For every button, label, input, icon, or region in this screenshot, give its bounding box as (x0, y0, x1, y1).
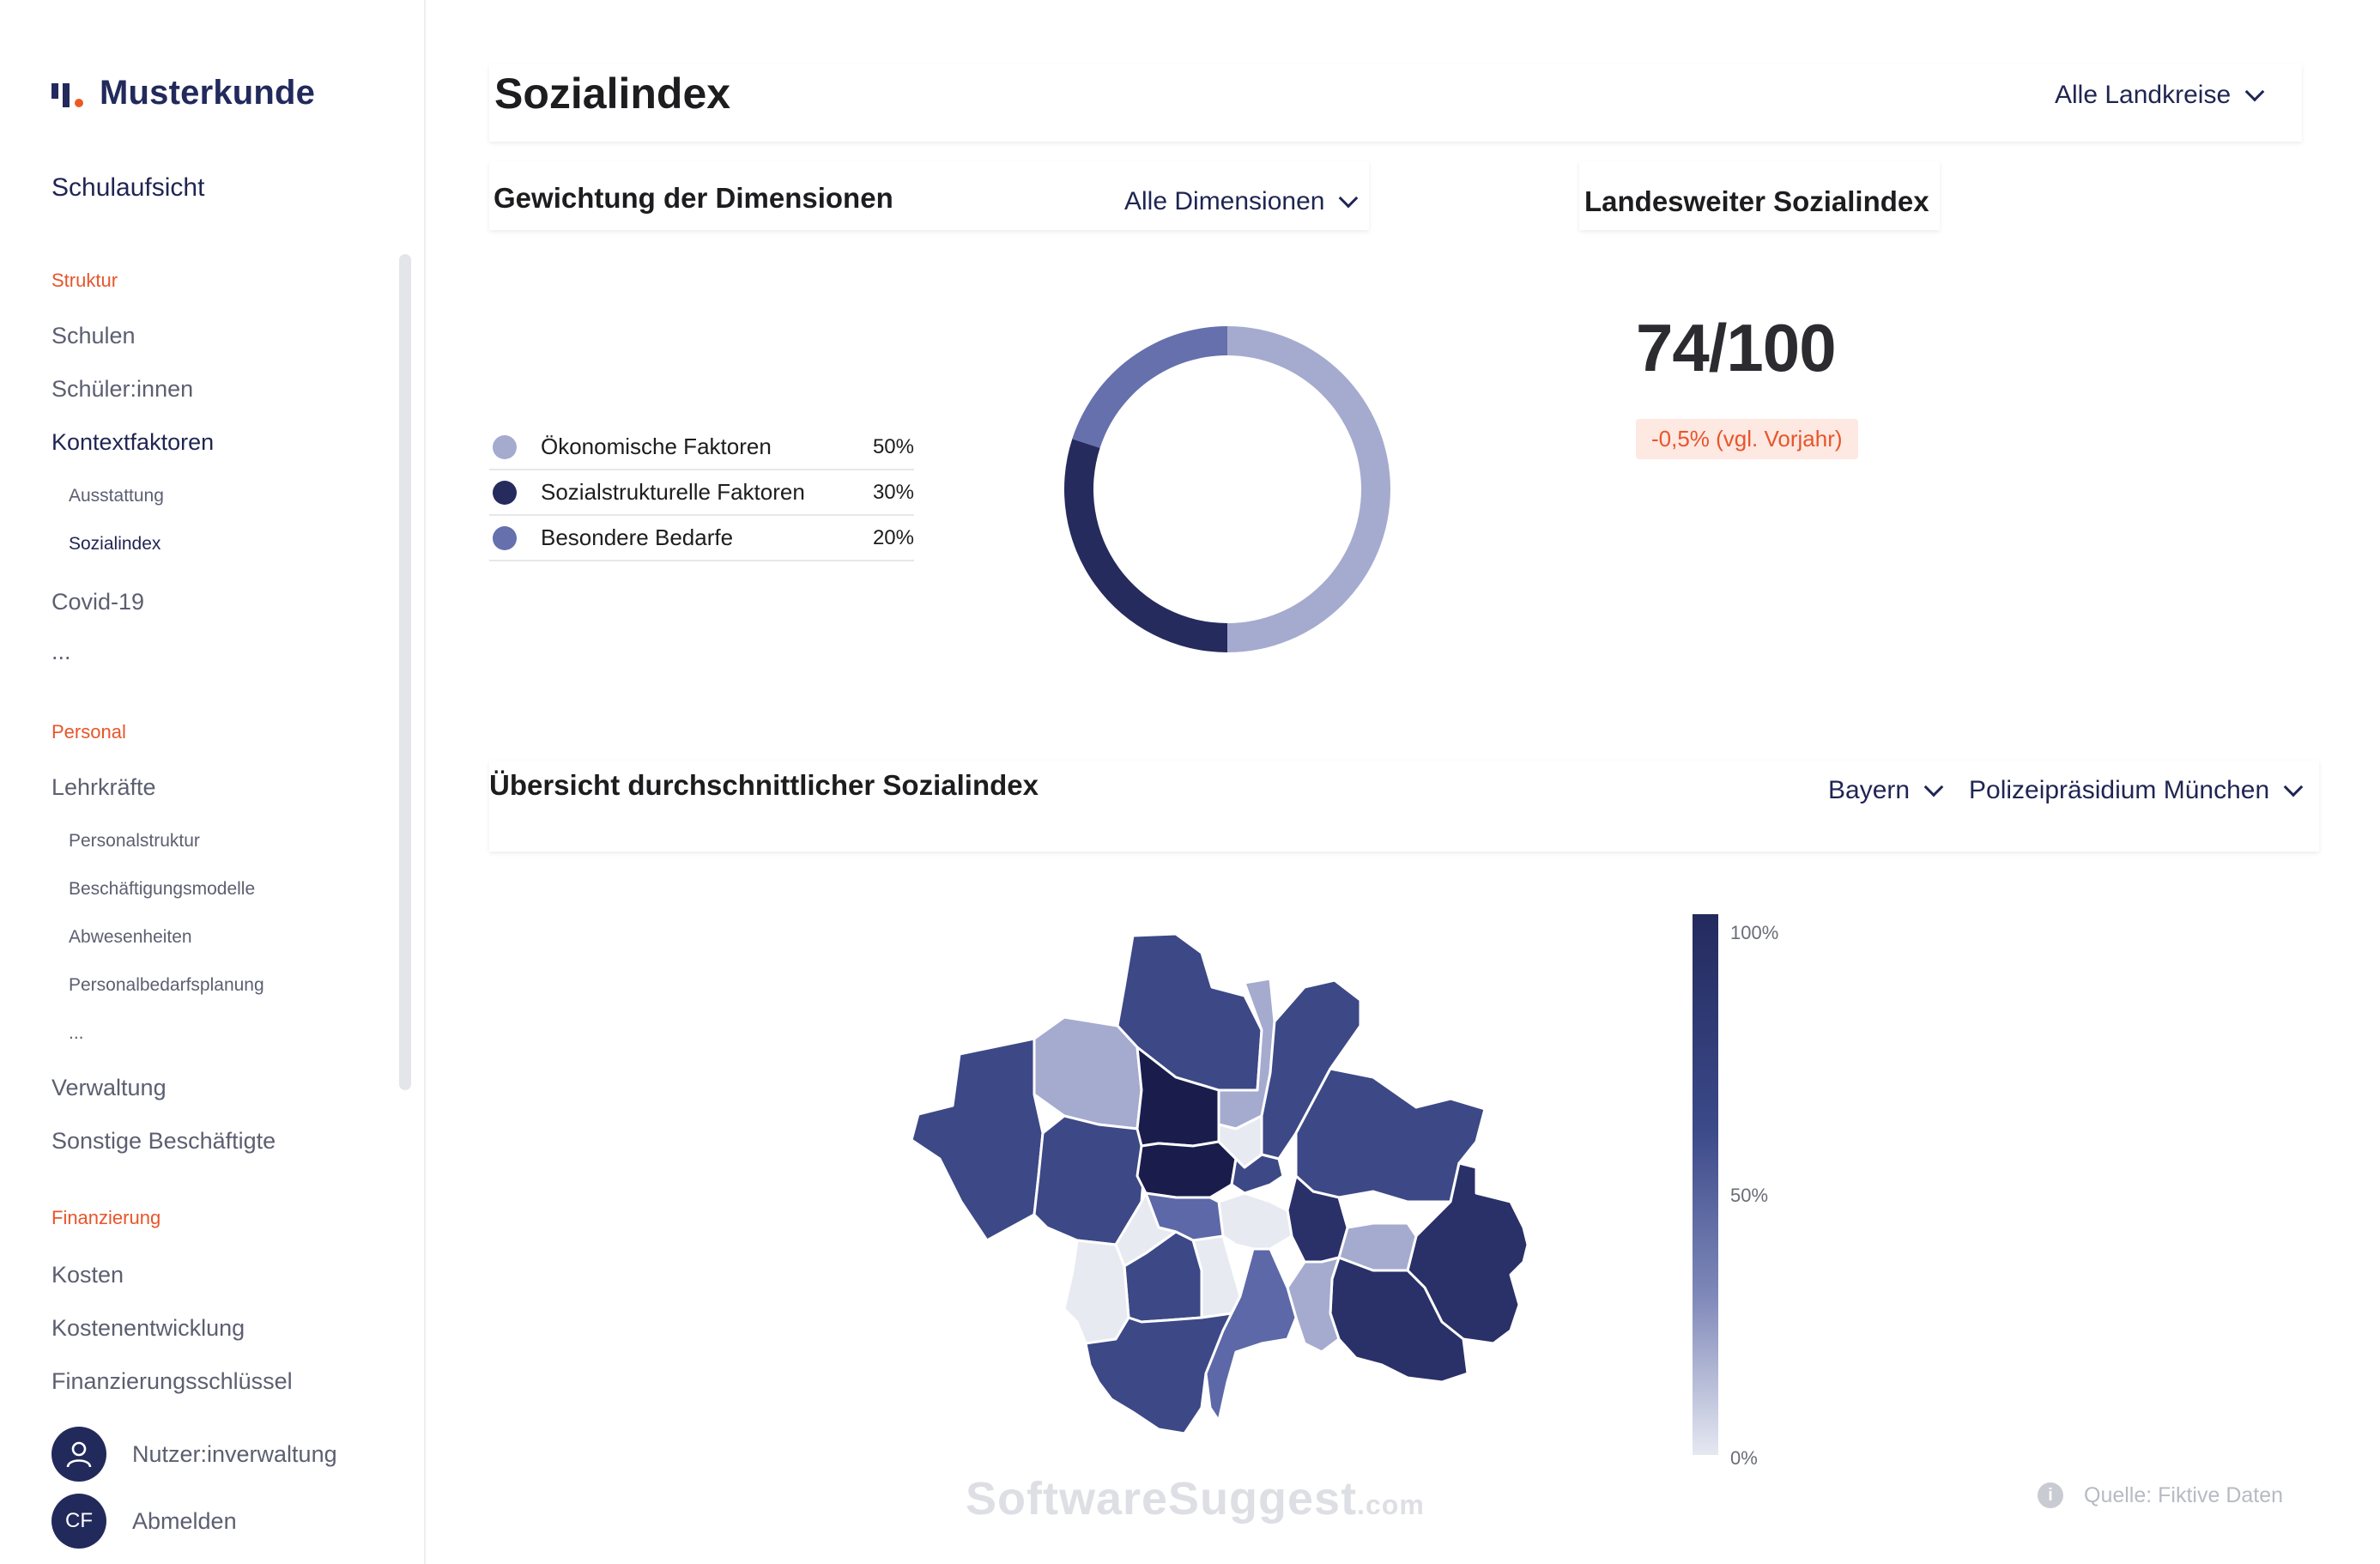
weights-donut-chart (1064, 326, 1390, 652)
section-struktur: Struktur (51, 270, 118, 291)
sidebar-subitem-ausstattung[interactable]: Ausstattung (69, 486, 164, 506)
logout-link[interactable]: CF Abmelden (51, 1494, 237, 1549)
user-avatar-initials: CF (51, 1494, 106, 1549)
map-district[interactable] (1033, 1015, 1143, 1131)
user-icon (51, 1427, 106, 1482)
chevron-down-icon (1339, 188, 1359, 209)
legend-value: 30% (872, 480, 914, 504)
legend-item: Besondere Bedarfe 20% (489, 516, 914, 561)
sidebar-subitem-personalbedarfsplanung[interactable]: Personalbedarfsplanung (69, 975, 264, 995)
map-district[interactable] (1063, 1239, 1130, 1345)
map-district[interactable] (1286, 1256, 1341, 1354)
legend-label: Sozialstrukturelle Faktoren (541, 479, 805, 505)
district-dropdown-value: Alle Landkreise (2055, 81, 2232, 109)
scale-label-min: 0% (1730, 1447, 1758, 1469)
sidebar-item-schueler[interactable]: Schüler:innen (51, 376, 194, 402)
weights-legend: Ökonomische Faktoren 50% Sozialstrukture… (489, 425, 914, 561)
sidebar-item-kosten[interactable]: Kosten (51, 1262, 124, 1288)
header-bar (489, 64, 2302, 142)
index-score: 74/100 (1636, 310, 1837, 385)
legend-item: Ökonomische Faktoren 50% (489, 425, 914, 470)
legend-label: Besondere Bedarfe (541, 524, 734, 550)
section-finanzierung: Finanzierung (51, 1207, 161, 1228)
sidebar-item-schulen[interactable]: Schulen (51, 323, 136, 349)
sidebar-item-kontextfaktoren[interactable]: Kontextfaktoren (51, 429, 215, 455)
state-dropdown[interactable]: Bayern (1828, 776, 1944, 805)
weights-card-header (489, 161, 1369, 230)
dimensions-dropdown[interactable]: Alle Dimensionen (1124, 187, 1359, 216)
map-card-header (489, 761, 2319, 852)
sidebar: Musterkunde Schulaufsicht Struktur Schul… (0, 0, 426, 1564)
info-icon[interactable]: i (2038, 1482, 2063, 1508)
map-district[interactable] (1337, 1221, 1418, 1272)
legend-swatch (493, 434, 517, 459)
app-subtitle[interactable]: Schulaufsicht (51, 173, 205, 202)
state-dropdown-value: Bayern (1828, 776, 1911, 804)
user-admin-label: Nutzer:inverwaltung (132, 1440, 337, 1467)
index-delta-badge: -0,5% (vgl. Vorjahr) (1636, 419, 1858, 459)
legend-value: 50% (872, 434, 914, 458)
brand-logo[interactable]: Musterkunde (51, 74, 315, 112)
donut-slice-1[interactable] (1227, 326, 1390, 652)
data-source-note: i Quelle: Fiktive Daten (2038, 1482, 2283, 1508)
color-scale-bar (1693, 914, 1718, 1455)
chevron-down-icon (2244, 82, 2265, 102)
data-source-label: Quelle: Fiktive Daten (2084, 1482, 2284, 1507)
chevron-down-icon (2283, 777, 2304, 797)
index-title: Landesweiter Sozialindex (1584, 185, 1929, 217)
dimensions-dropdown-value: Alle Dimensionen (1124, 187, 1325, 215)
legend-swatch (493, 480, 517, 505)
police-dropdown[interactable]: Polizeipräsidium München (1969, 776, 2304, 805)
legend-label: Ökonomische Faktoren (541, 433, 772, 459)
sidebar-scrollbar[interactable] (399, 254, 411, 1090)
legend-swatch (493, 525, 517, 550)
police-dropdown-value: Polizeipräsidium München (1969, 776, 2270, 804)
sidebar-item-sonstige[interactable]: Sonstige Beschäftigte (51, 1128, 276, 1154)
sidebar-subitem-abwesenheiten[interactable]: Abwesenheiten (69, 927, 192, 947)
sidebar-item-verwaltung[interactable]: Verwaltung (51, 1075, 167, 1100)
sidebar-item-covid[interactable]: Covid-19 (51, 589, 145, 615)
map-district[interactable] (910, 1037, 1045, 1242)
map-district[interactable] (1230, 1153, 1285, 1195)
map-district[interactable] (1217, 1191, 1293, 1251)
sidebar-item-kostenentwicklung[interactable]: Kostenentwicklung (51, 1315, 245, 1341)
sidebar-item-more-struktur[interactable]: ... (51, 639, 71, 664)
section-personal: Personal (51, 721, 126, 743)
map-district[interactable] (1084, 1312, 1233, 1435)
sidebar-subitem-personalstruktur[interactable]: Personalstruktur (69, 831, 200, 851)
map-title: Übersicht durchschnittlicher Sozialindex (489, 769, 1039, 801)
legend-item: Sozialstrukturelle Faktoren 30% (489, 470, 914, 516)
scale-label-max: 100% (1730, 922, 1779, 943)
sidebar-subitem-beschaeftigungsmodelle[interactable]: Beschäftigungsmodelle (69, 879, 256, 899)
donut-slice-3[interactable] (1072, 326, 1227, 448)
sidebar-item-lehrkraefte[interactable]: Lehrkräfte (51, 774, 156, 800)
weights-title: Gewichtung der Dimensionen (494, 182, 893, 214)
map-district[interactable] (1135, 1140, 1238, 1199)
legend-value: 20% (872, 525, 914, 549)
index-card-header (1579, 161, 1940, 230)
watermark: SoftwareSuggest.com (966, 1473, 1425, 1525)
sidebar-subitem-more-lehrkraefte[interactable]: ... (69, 1023, 84, 1043)
donut-slice-2[interactable] (1064, 439, 1227, 652)
user-admin-link[interactable]: Nutzer:inverwaltung (51, 1427, 337, 1482)
district-dropdown[interactable]: Alle Landkreise (2055, 81, 2265, 110)
scale-label-mid: 50% (1730, 1185, 1769, 1206)
brand-name: Musterkunde (100, 74, 316, 112)
sidebar-item-finanzierungsschluessel[interactable]: Finanzierungsschlüssel (51, 1368, 293, 1394)
page-title: Sozialindex (494, 70, 731, 118)
munich-district-map (910, 932, 1529, 1435)
logo-icon (51, 76, 84, 111)
sidebar-subitem-sozialindex[interactable]: Sozialindex (69, 534, 161, 554)
logout-label: Abmelden (132, 1507, 237, 1534)
chevron-down-icon (1923, 777, 1944, 797)
